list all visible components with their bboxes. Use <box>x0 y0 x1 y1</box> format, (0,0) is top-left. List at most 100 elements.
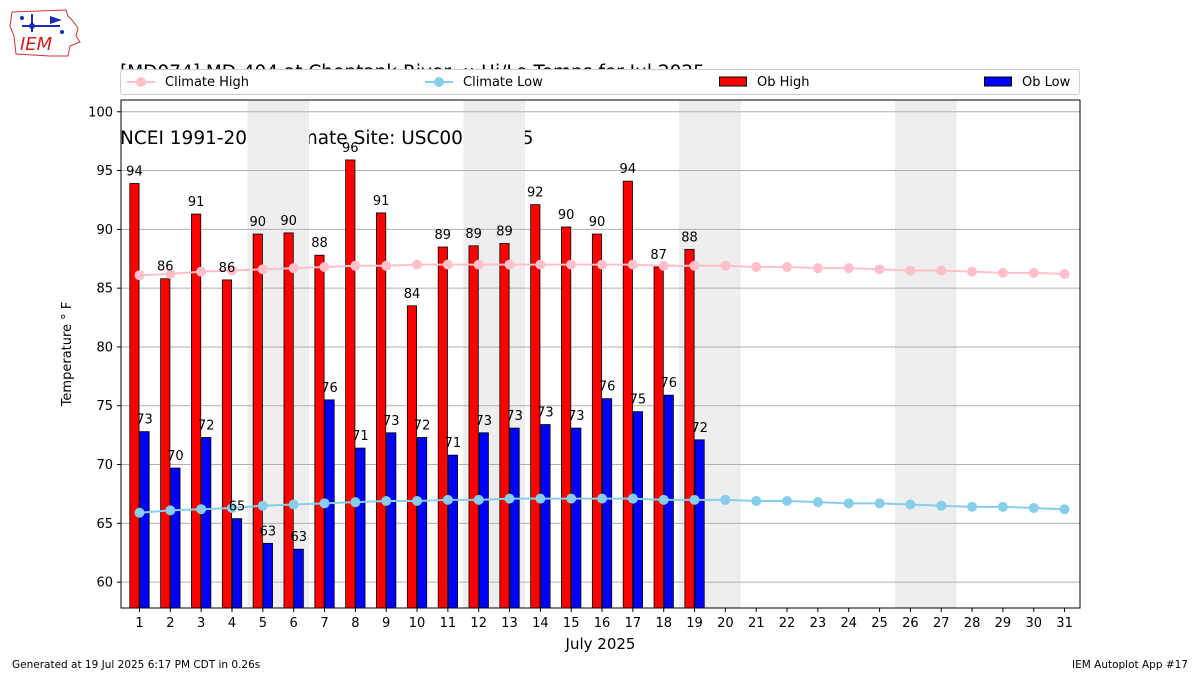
climate-low-point <box>535 493 546 504</box>
y-tick-label: 75 <box>96 399 113 414</box>
climate-low-point <box>227 503 238 514</box>
y-tick-label: 60 <box>96 576 113 591</box>
label-ob-high: 96 <box>342 141 359 156</box>
x-tick-label: 15 <box>563 616 580 631</box>
x-tick-label: 9 <box>382 616 390 631</box>
bar-ob-low <box>201 437 212 609</box>
x-tick-label: 27 <box>933 616 950 631</box>
y-tick-label: 70 <box>96 458 113 473</box>
y-tick-label: 100 <box>88 105 113 120</box>
label-ob-high: 91 <box>373 194 390 209</box>
climate-low-point <box>658 494 669 505</box>
label-ob-high: 86 <box>219 261 236 276</box>
bar-ob-high <box>160 278 171 609</box>
climate-high-point <box>720 260 731 271</box>
x-tick-label: 26 <box>902 616 919 631</box>
x-tick-label: 1 <box>135 616 143 631</box>
climate-high-point <box>196 266 207 277</box>
climate-high-point <box>412 259 423 270</box>
iem-logo: IEM <box>9 9 81 57</box>
x-tick-label: 28 <box>964 616 981 631</box>
climate-high-point <box>319 261 330 272</box>
bar-ob-high <box>437 246 448 609</box>
bar-series <box>129 159 705 609</box>
climate-low-point <box>1028 503 1039 514</box>
label-ob-low: 73 <box>537 406 554 421</box>
climate-low-point <box>967 501 978 512</box>
bar-ob-low <box>170 467 181 609</box>
x-axis-label: July 2025 <box>565 635 636 653</box>
y-tick-label: 95 <box>96 164 113 179</box>
climate-low-point <box>257 500 268 511</box>
bar-swatch-icon <box>984 76 1012 87</box>
climate-high-point <box>812 263 823 274</box>
x-tick-label: 31 <box>1056 616 1073 631</box>
climate-low-point <box>473 494 484 505</box>
label-ob-high: 86 <box>157 260 174 275</box>
label-ob-low: 73 <box>136 413 153 428</box>
legend-item-ob-low: Ob Low <box>984 70 1070 94</box>
label-ob-high: 88 <box>681 230 698 245</box>
bar-ob-high <box>591 233 603 609</box>
x-tick-label: 16 <box>594 616 611 631</box>
label-ob-high: 90 <box>280 214 297 229</box>
bar-ob-low <box>540 424 551 609</box>
label-ob-low: 73 <box>568 409 585 424</box>
label-ob-high: 92 <box>527 186 544 201</box>
line-marker-icon <box>127 77 155 87</box>
climate-high-point <box>442 259 453 270</box>
plot-frame <box>120 99 1081 609</box>
climate-high-point <box>350 260 361 271</box>
bar-ob-high <box>283 232 294 609</box>
label-ob-low: 63 <box>290 530 307 545</box>
climate-low-point <box>689 494 700 505</box>
label-ob-high: 90 <box>589 215 606 230</box>
label-ob-low: 63 <box>260 524 277 539</box>
climate-high-point <box>566 259 577 270</box>
climate-high-point <box>967 266 978 277</box>
climate-low-point <box>288 499 299 510</box>
climate-low-point <box>905 499 916 510</box>
legend-item-climate-high: Climate High <box>127 70 249 94</box>
bar-ob-low <box>355 447 366 609</box>
x-tick-label: 7 <box>320 616 328 631</box>
x-tick-label: 8 <box>351 616 359 631</box>
climate-high-point <box>689 260 700 271</box>
climate-low-point <box>319 498 330 509</box>
y-tick-label: 65 <box>96 517 113 532</box>
climate-low-point <box>782 495 793 506</box>
label-ob-high: 87 <box>650 248 667 263</box>
x-tick-label: 21 <box>748 616 765 631</box>
label-ob-high: 89 <box>496 224 513 239</box>
x-tick-label: 17 <box>625 616 642 631</box>
bar-ob-low <box>232 518 243 609</box>
legend: Climate High Climate Low Ob High Ob Low <box>120 69 1080 95</box>
bar-ob-low <box>602 398 613 609</box>
x-tick-label: 22 <box>779 616 796 631</box>
climate-high-point <box>597 259 608 270</box>
climate-low-point <box>627 493 638 504</box>
climate-high-point <box>504 259 515 270</box>
climate-low-point <box>1059 504 1070 515</box>
x-tick-label: 6 <box>290 616 298 631</box>
bar-swatch-icon <box>719 76 747 87</box>
x-tick-label: 11 <box>440 616 457 631</box>
climate-high-point <box>751 261 762 272</box>
climate-low-point <box>843 498 854 509</box>
climate-low-point <box>566 493 577 504</box>
climate-low-point <box>997 501 1008 512</box>
label-ob-high: 89 <box>435 228 452 243</box>
label-ob-high: 94 <box>620 162 637 177</box>
climate-high-point <box>874 264 885 275</box>
climate-high-point <box>627 259 638 270</box>
bar-ob-low <box>478 432 489 609</box>
x-tick-label: 25 <box>871 616 888 631</box>
climate-lines <box>134 259 1070 518</box>
x-tick-label: 10 <box>409 616 426 631</box>
x-tick-label: 18 <box>655 616 672 631</box>
climate-low-point <box>751 495 762 506</box>
x-tick-label: 29 <box>995 616 1012 631</box>
legend-label-ob-high: Ob High <box>757 74 810 90</box>
label-ob-low: 70 <box>167 449 184 464</box>
bar-ob-low <box>447 454 458 609</box>
